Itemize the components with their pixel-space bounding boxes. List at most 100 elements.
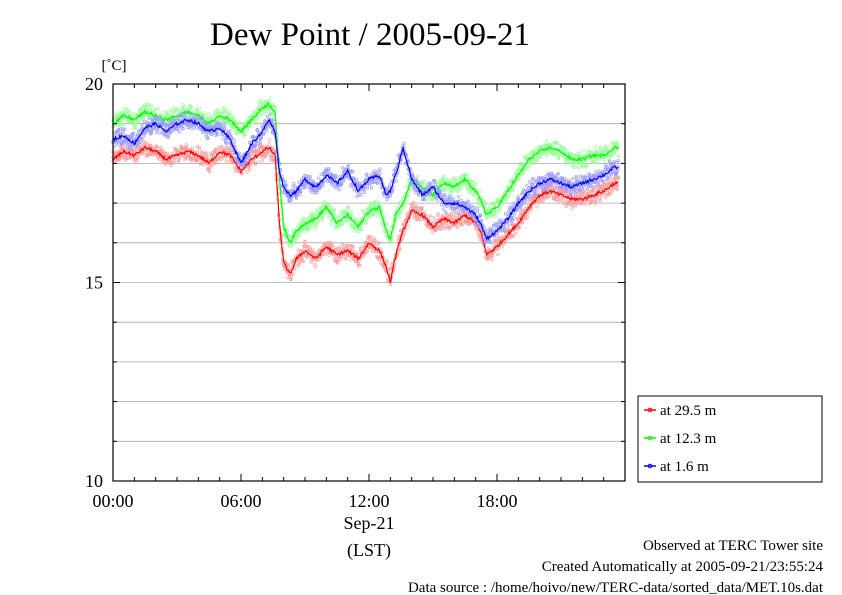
data-point: [291, 272, 295, 276]
data-point: [173, 110, 177, 114]
data-point: [449, 188, 453, 192]
data-point: [340, 221, 345, 225]
data-point: [463, 174, 468, 178]
data-point: [288, 244, 292, 248]
data-point: [412, 186, 416, 190]
data-point: [489, 241, 493, 245]
data-point: [273, 149, 277, 153]
data-point: [237, 120, 241, 124]
data-point: [441, 225, 445, 229]
data-point: [183, 110, 188, 114]
data-point: [317, 257, 322, 261]
data-point: [152, 119, 156, 123]
data-point: [340, 255, 344, 259]
data-point: [306, 174, 311, 179]
data-point: [221, 106, 225, 110]
data-point: [143, 119, 147, 123]
data-point: [207, 170, 211, 174]
data-point: [301, 219, 305, 223]
data-point: [571, 164, 575, 168]
data-point: [503, 241, 507, 245]
data-point: [479, 214, 483, 218]
data-point: [247, 152, 251, 156]
data-point: [247, 116, 251, 120]
data-point: [571, 161, 575, 165]
data-point: [155, 106, 159, 111]
data-point: [257, 101, 261, 105]
data-point: [222, 121, 226, 125]
data-point: [505, 196, 509, 200]
data-point: [385, 221, 389, 225]
data-point: [311, 225, 315, 229]
data-point: [154, 107, 158, 111]
data-point: [323, 252, 328, 256]
data-point: [513, 183, 517, 187]
data-point: [418, 218, 422, 222]
data-point: [329, 222, 334, 226]
data-point: [570, 194, 574, 199]
data-point: [255, 115, 259, 120]
data-point: [314, 258, 318, 262]
data-point: [293, 239, 297, 243]
series-3: [111, 110, 620, 245]
data-point: [334, 247, 338, 251]
data-point: [308, 246, 312, 250]
data-point: [239, 155, 243, 160]
data-point: [468, 187, 472, 191]
data-point: [357, 260, 361, 264]
data-point: [608, 176, 613, 180]
data-point: [497, 210, 501, 214]
data-point: [422, 210, 427, 214]
data-point: [550, 143, 555, 147]
data-point: [204, 151, 208, 155]
data-point: [363, 190, 367, 194]
data-point: [371, 236, 375, 240]
data-point: [142, 134, 146, 138]
data-point: [509, 207, 513, 212]
data-point: [259, 113, 264, 118]
data-point: [166, 131, 171, 135]
data-point: [340, 222, 345, 226]
data-point: [490, 258, 494, 262]
data-point: [199, 115, 203, 119]
data-point: [584, 163, 589, 167]
data-point: [343, 218, 347, 222]
data-point: [297, 180, 301, 184]
data-point: [447, 226, 451, 231]
data-point: [245, 158, 249, 162]
data-point: [126, 109, 130, 113]
data-point: [447, 194, 451, 198]
data-point: [441, 175, 445, 179]
data-point: [431, 230, 435, 234]
data-point: [478, 212, 482, 216]
data-point: [219, 145, 223, 149]
data-point: [269, 96, 273, 100]
data-point: [166, 134, 171, 138]
data-point: [602, 157, 607, 162]
data-point: [259, 140, 263, 144]
data-point: [118, 156, 122, 160]
data-point: [189, 159, 194, 163]
data-point: [324, 168, 328, 172]
data-point: [410, 173, 415, 177]
data-point: [364, 218, 369, 222]
data-point: [616, 175, 620, 179]
data-point: [370, 186, 374, 190]
data-point: [288, 200, 292, 204]
data-point: [367, 208, 371, 212]
data-point: [361, 209, 365, 213]
data-point: [446, 226, 451, 230]
data-point: [397, 235, 401, 239]
data-point: [441, 174, 445, 178]
data-point: [257, 160, 261, 164]
data-point: [123, 117, 127, 121]
data-point: [432, 215, 436, 219]
data-point: [129, 145, 133, 149]
data-point: [221, 137, 225, 141]
data-point: [450, 218, 454, 222]
data-point: [443, 195, 447, 199]
data-point: [582, 148, 586, 152]
data-point: [311, 250, 316, 254]
data-point: [391, 188, 395, 192]
data-point: [567, 202, 572, 206]
